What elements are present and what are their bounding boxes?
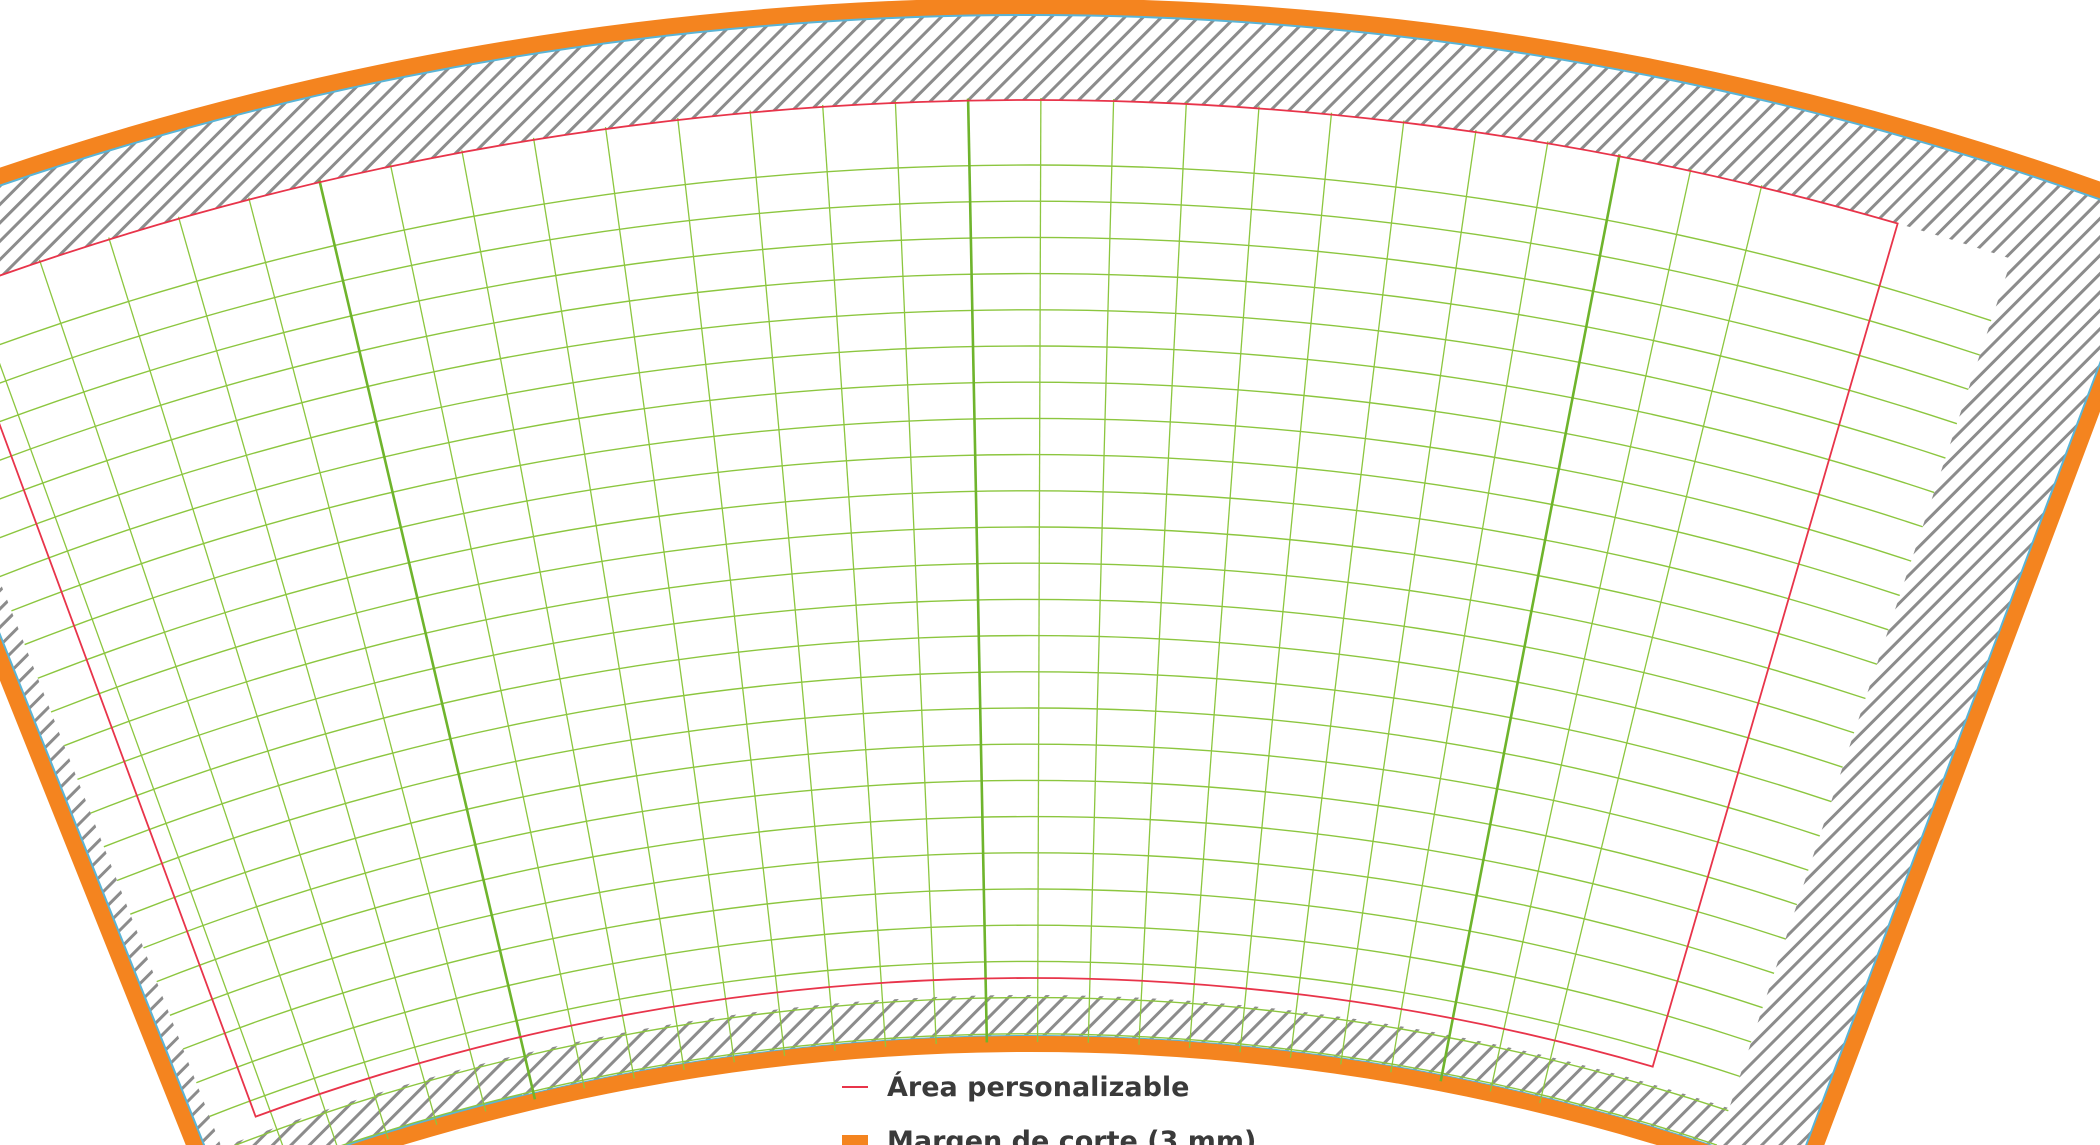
grid-radial-line xyxy=(1340,130,1477,1065)
grid-radial-line xyxy=(1539,185,1763,1103)
grid-radial-line xyxy=(1188,106,1260,1048)
grid-radial-line xyxy=(532,137,685,1070)
grid-radial-line xyxy=(1390,141,1549,1073)
grid-arc-line xyxy=(11,417,1912,612)
grid-arc-line xyxy=(143,779,1798,949)
grid-arc-line xyxy=(341,1033,1718,1145)
grid-arc-line xyxy=(196,924,1752,1084)
grid-radial-line xyxy=(677,117,786,1057)
grid-arc-line xyxy=(0,272,1958,461)
grid-radial-line xyxy=(318,179,537,1100)
safe-area-outline xyxy=(0,99,1899,1118)
legend-margin-swatch-icon xyxy=(842,1135,868,1145)
grid-arc-line xyxy=(169,852,1775,1016)
printable-area xyxy=(0,100,2012,1145)
grid-radial-line xyxy=(177,216,438,1125)
grid-arc-line xyxy=(130,743,1809,915)
grid-radial-line xyxy=(38,259,338,1145)
grid-radial-line xyxy=(894,100,937,1045)
grid-radial-line xyxy=(0,362,284,1145)
grid-arc-line xyxy=(182,888,1763,1050)
grid-arc-line xyxy=(116,707,1820,882)
grid-radial-line xyxy=(1087,99,1115,1043)
grid-arc-line xyxy=(0,381,1923,578)
grid-arc-line xyxy=(234,996,1729,1145)
grid-radial-line xyxy=(1138,101,1188,1045)
grid-arc-line xyxy=(0,164,1992,346)
grid-radial-line xyxy=(1289,120,1405,1058)
grid-arc-line xyxy=(209,960,1740,1118)
grid-radial-line xyxy=(1036,98,1042,1043)
legend: Área personalizable Margen de corte (3 m… xyxy=(842,1071,1256,1145)
grid-radial-line xyxy=(822,104,887,1047)
grid-radial-line xyxy=(248,197,487,1112)
grid-arc-line xyxy=(63,562,1866,747)
legend-margin-label: Margen de corte (3 mm) xyxy=(887,1126,1256,1145)
grid-arc-line xyxy=(103,671,1832,848)
grid-arc-line xyxy=(0,236,1969,423)
grid-arc-line xyxy=(0,309,1946,500)
grid-radial-line xyxy=(749,110,836,1051)
grid-arc-line xyxy=(50,526,1878,713)
grid-radial-line xyxy=(966,98,989,1043)
grid-arc-line xyxy=(90,634,1843,814)
grid-radial-line xyxy=(1439,154,1621,1082)
grid-arc-line xyxy=(37,490,1889,679)
grid-arc-line xyxy=(0,200,1980,384)
grid-radial-line xyxy=(461,150,635,1079)
legend-area-label: Área personalizable xyxy=(887,1071,1190,1103)
grid-radial-line xyxy=(108,237,389,1140)
grid-arc-line xyxy=(156,815,1786,983)
grid-radial-line xyxy=(604,126,735,1063)
grid-radial-line xyxy=(389,164,586,1089)
grid-radial-line xyxy=(1489,168,1692,1092)
grid-arc-line xyxy=(77,598,1855,781)
grid-arc-line xyxy=(24,453,1900,646)
grid-arc-line xyxy=(0,345,1935,539)
grid-radial-line xyxy=(1239,112,1333,1053)
